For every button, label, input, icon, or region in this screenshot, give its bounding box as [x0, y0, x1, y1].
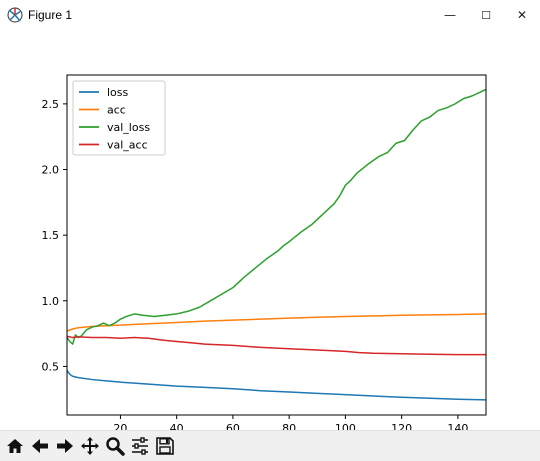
x-tick-label: 80 — [282, 422, 296, 430]
x-tick-label: 140 — [447, 422, 468, 430]
y-tick-label: 1.0 — [42, 295, 60, 308]
y-tick-label: 1.5 — [42, 229, 60, 242]
figure-canvas[interactable]: 20 40 60 80 100 120 140 0.5 1.0 1.5 2.0 2.5 loss ac… — [0, 30, 540, 435]
figure-icon — [6, 6, 24, 24]
x-axis: 20 40 60 80 100 120 140 — [113, 415, 468, 435]
x-tick-label: 40 — [170, 422, 184, 430]
legend-label-val-acc: val_acc — [107, 139, 148, 152]
forward-arrow-icon[interactable] — [54, 435, 76, 457]
line-chart: 20 40 60 80 100 120 140 0.5 1.0 1.5 2.0 2.5 loss ac… — [42, 74, 487, 435]
x-tick-label: 100 — [335, 422, 356, 430]
save-icon[interactable] — [154, 435, 176, 457]
y-axis: 0.5 1.0 1.5 2.0 2.5 — [42, 98, 67, 373]
series-line-val-loss — [66, 88, 487, 345]
axes-frame — [66, 74, 487, 416]
back-arrow-icon[interactable] — [29, 435, 51, 457]
minimize-button[interactable]: — — [444, 8, 456, 22]
series-layer — [66, 88, 487, 401]
navigation-toolbar — [0, 430, 540, 461]
window-titlebar: Figure 1 — ☐ ✕ — [0, 0, 540, 31]
legend: loss acc val_loss val_acc — [72, 80, 166, 156]
legend-box — [72, 80, 166, 156]
series-line-val-acc — [66, 335, 486, 356]
legend-label-acc: acc — [107, 104, 126, 117]
close-button[interactable]: ✕ — [516, 8, 528, 22]
window-title: Figure 1 — [28, 8, 73, 22]
maximize-button[interactable]: ☐ — [481, 8, 491, 22]
pan-icon[interactable] — [79, 435, 101, 457]
x-tick-label: 60 — [226, 422, 240, 430]
zoom-icon[interactable] — [104, 435, 126, 457]
x-tick-label: 20 — [113, 422, 127, 430]
home-icon[interactable] — [4, 435, 26, 457]
series-line-loss — [66, 369, 487, 401]
y-tick-label: 0.5 — [42, 360, 60, 373]
legend-label-loss: loss — [107, 86, 129, 99]
configure-subplots-icon[interactable] — [129, 435, 151, 457]
legend-label-val-loss: val_loss — [107, 121, 150, 134]
y-tick-label: 2.5 — [42, 98, 60, 111]
x-tick-label: 120 — [391, 422, 412, 430]
y-tick-label: 2.0 — [42, 164, 60, 177]
series-line-acc — [66, 313, 487, 332]
